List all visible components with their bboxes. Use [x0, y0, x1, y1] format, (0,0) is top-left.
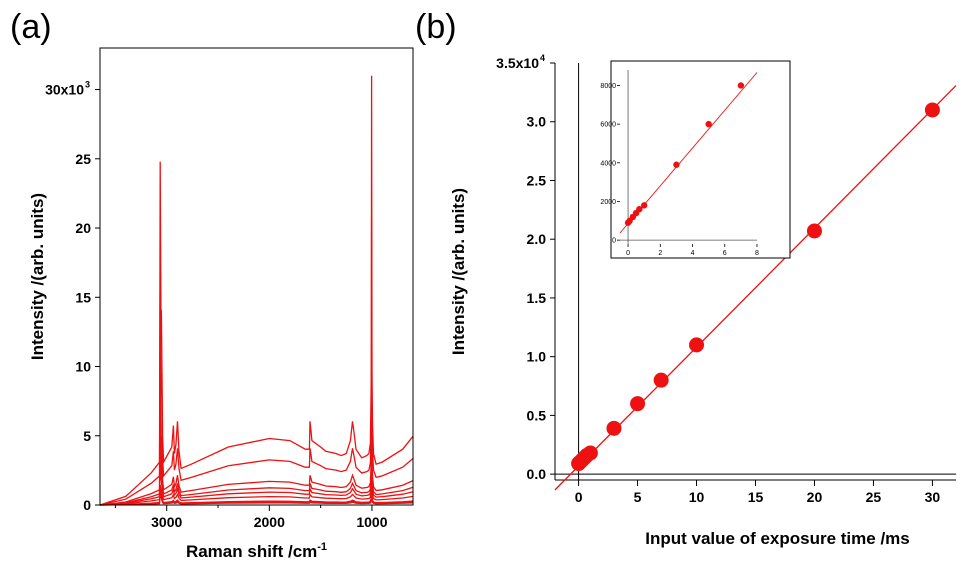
panel-b-x-tick-label: 10 [689, 489, 705, 505]
panel-b-chart: 0 5 10 15 20 25 300.00.51.01.52.02.53.03.5x10 4… [449, 53, 957, 548]
panel-a-y-tick-label: 5 [83, 428, 91, 444]
panel-b-inset-data-point [636, 206, 643, 213]
panel-b-inset-y-tick-label: 8000 [600, 83, 616, 90]
panel-b-label: (b) [415, 8, 457, 46]
panel-b-inset-data-point [737, 82, 745, 89]
panel-b-inset-x-tick-label: 0 [626, 250, 630, 257]
panel-b-data-point [689, 337, 705, 353]
panel-a-label: (a) [10, 8, 52, 46]
panel-a-x-axis-title: Raman shift /cm-1 [186, 541, 327, 561]
panel-a-chart: 3000 2000 1000 0 5 10 15 20 25 30x10 3 Raman shift… [28, 47, 414, 561]
panel-b-y-tick-label: 3.0 [527, 114, 547, 130]
panel-a-x-tick-label: 3000 [151, 514, 182, 530]
panel-a-y-tick-label: 15 [75, 289, 91, 305]
panel-b-x-tick-label: 0 [575, 489, 583, 505]
panel-a-y-axis-title: Intensity /(arb. units) [28, 193, 47, 360]
panel-a-y-tick-label: 20 [75, 220, 91, 236]
panel-b-y-tick-label: 2.5 [527, 172, 547, 188]
panel-b-data-point [653, 372, 669, 388]
panel-b-inset-x-tick-label: 4 [691, 250, 695, 257]
panel-b-inset-x-tick-label: 8 [755, 250, 759, 257]
panel-b-x-tick-label: 15 [748, 489, 764, 505]
panel-b-data-point [806, 223, 822, 239]
panel-b-inset-x-tick-label: 2 [658, 250, 662, 257]
panel-b-y-tick-label: 2.0 [527, 231, 547, 247]
panel-a-y-tick-label: 10 [75, 359, 91, 375]
panel-b-inset: 0 2 4 6 8 0 2000 4000 6000 8000 [600, 60, 791, 259]
panel-b-inset-y-tick-label: 2000 [600, 199, 616, 206]
panel-a-axes: 3000 2000 1000 0 5 10 15 20 25 30x10 3 [45, 80, 388, 530]
panel-b-series-group [554, 85, 957, 491]
panel-b-x-tick-label: 25 [866, 489, 882, 505]
panel-a-spectrum-9 [99, 491, 414, 506]
panel-b-inset-frame [610, 60, 791, 259]
panel-b-data-point [630, 396, 646, 412]
panel-b-inset-x-tick-label: 6 [723, 250, 727, 257]
panel-b-y-tick-label: 1.5 [527, 290, 547, 306]
panel-a-spectrum-1 [99, 75, 414, 506]
panel-b-inset-data-point [705, 120, 712, 128]
panel-a-y-tick-exponent: 3 [85, 80, 90, 90]
panel-b-y-tick-exponent: 4 [540, 53, 545, 63]
panel-b-y-tick-label: 3.5x10 [496, 55, 539, 71]
panel-b-data-point [924, 102, 940, 118]
panel-a-y-tick-label: 0 [83, 497, 91, 513]
panel-b-data-point [606, 420, 622, 436]
panel-a-y-tick-label: 25 [75, 151, 91, 167]
panel-a-x-tick-label: 1000 [356, 514, 387, 530]
panel-a-x-axis-title-text: Raman shift /cm [186, 542, 317, 561]
panel-b-x-tick-label: 5 [634, 489, 642, 505]
panel-b-y-tick-label: 1.0 [527, 349, 547, 365]
panel-b-y-tick-label: 0.5 [527, 407, 547, 423]
panel-b-inset-data-point [640, 202, 648, 209]
panel-b-inset-y-tick-label: 0 [612, 238, 616, 245]
panel-a-x-axis-title-sup: -1 [317, 541, 327, 553]
panel-b-x-tick-label: 30 [925, 489, 941, 505]
panel-b-axes: 0 5 10 15 20 25 300.00.51.01.52.02.53.03.5x10 4 [496, 53, 956, 505]
panel-b-x-tick-label: 20 [807, 489, 823, 505]
panel-b-inset-data-point [673, 161, 680, 168]
panel-a-y-tick-label: 30x10 [45, 82, 84, 98]
panel-a-x-tick-label: 2000 [254, 514, 285, 530]
panel-b-y-tick-label: 0.0 [527, 466, 547, 482]
panel-b-fit-line [554, 85, 957, 491]
panel-a-spectrum-2 [99, 218, 414, 506]
panel-a-plot-frame [99, 47, 414, 506]
panel-a-spectrum-3 [99, 352, 414, 506]
panel-b-data-point [582, 445, 598, 461]
panel-b-x-axis-title: Input value of exposure time /ms [645, 529, 910, 548]
panel-a-spectrum-4 [99, 394, 414, 506]
panel-a-spectrum-6 [99, 450, 414, 506]
panel-a-series-group [99, 75, 414, 506]
panel-b-y-axis-title: Intensity /(arb. units) [449, 188, 468, 355]
panel-b-inset-y-tick-label: 4000 [600, 160, 616, 167]
panel-b-inset-y-tick-label: 6000 [600, 122, 616, 129]
